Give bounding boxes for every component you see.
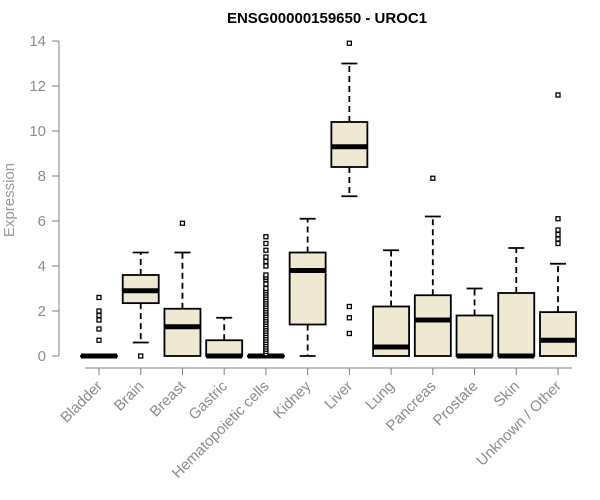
outlier-point xyxy=(430,175,436,181)
x-tick-label: Prostate xyxy=(430,378,482,430)
box-10 xyxy=(497,247,536,359)
outlier-point xyxy=(263,247,269,253)
box-11 xyxy=(539,92,577,357)
box-7 xyxy=(372,249,410,357)
outlier-point xyxy=(555,240,561,247)
outlier-point xyxy=(555,227,561,233)
outlier-point xyxy=(96,308,102,314)
outlier-point xyxy=(263,240,269,247)
outlier-point xyxy=(346,315,353,321)
outlier-point xyxy=(346,330,353,337)
x-tick-label: Liver xyxy=(321,378,356,413)
x-tick-label: Skin xyxy=(490,378,523,411)
y-tick-label: 14 xyxy=(29,33,46,50)
chart-title: ENSG00000159650 - UROC1 xyxy=(227,10,427,27)
box-1 xyxy=(121,251,160,359)
x-tick-label: Kidney xyxy=(270,377,315,422)
outlier-point xyxy=(263,254,269,260)
y-axis-ticks: 0 2 4 6 8 10 12 14 xyxy=(29,33,59,365)
outlier-point xyxy=(179,220,186,226)
outlier-point xyxy=(138,353,144,359)
box-8 xyxy=(413,175,452,357)
y-tick-label: 2 xyxy=(38,303,46,320)
x-tick-label: Bladder xyxy=(57,378,106,427)
x-tick-label: Lung xyxy=(362,378,398,414)
y-tick-label: 6 xyxy=(38,213,46,230)
outlier-point xyxy=(555,216,561,222)
box-3 xyxy=(205,316,244,359)
box-series xyxy=(80,40,577,359)
outlier-point xyxy=(263,285,269,292)
box-9 xyxy=(455,287,494,359)
outlier-point xyxy=(555,92,561,98)
outlier-point xyxy=(346,303,353,310)
x-tick-label: Breast xyxy=(147,377,190,420)
outlier-point xyxy=(96,294,102,301)
y-tick-label: 8 xyxy=(38,168,46,185)
y-tick-label: 12 xyxy=(29,78,46,95)
box-2 xyxy=(163,220,202,357)
outlier-point xyxy=(96,337,102,343)
box-4 xyxy=(247,234,285,359)
box-body xyxy=(163,307,202,357)
outlier-point xyxy=(96,317,102,323)
y-axis-label: Expression xyxy=(1,163,18,237)
x-tick-label: Brain xyxy=(111,378,148,415)
box-5 xyxy=(288,217,327,357)
outlier-point xyxy=(555,231,561,238)
box-body xyxy=(288,251,327,326)
box-body xyxy=(455,314,494,357)
y-tick-label: 0 xyxy=(38,348,46,365)
box-body xyxy=(497,292,536,357)
outlier-point xyxy=(263,272,269,278)
outlier-point xyxy=(263,263,269,269)
outlier-point xyxy=(263,281,269,287)
box-6 xyxy=(330,40,369,337)
outlier-point xyxy=(263,234,269,240)
box-0 xyxy=(80,294,118,359)
y-tick-label: 4 xyxy=(38,258,46,275)
box-body xyxy=(539,311,577,357)
box-body xyxy=(413,294,452,357)
outlier-point xyxy=(263,258,269,265)
outlier-point xyxy=(96,326,102,332)
outlier-point xyxy=(346,40,353,46)
outlier-point xyxy=(555,236,561,242)
y-tick-label: 10 xyxy=(29,123,46,140)
outlier-point xyxy=(96,312,102,319)
